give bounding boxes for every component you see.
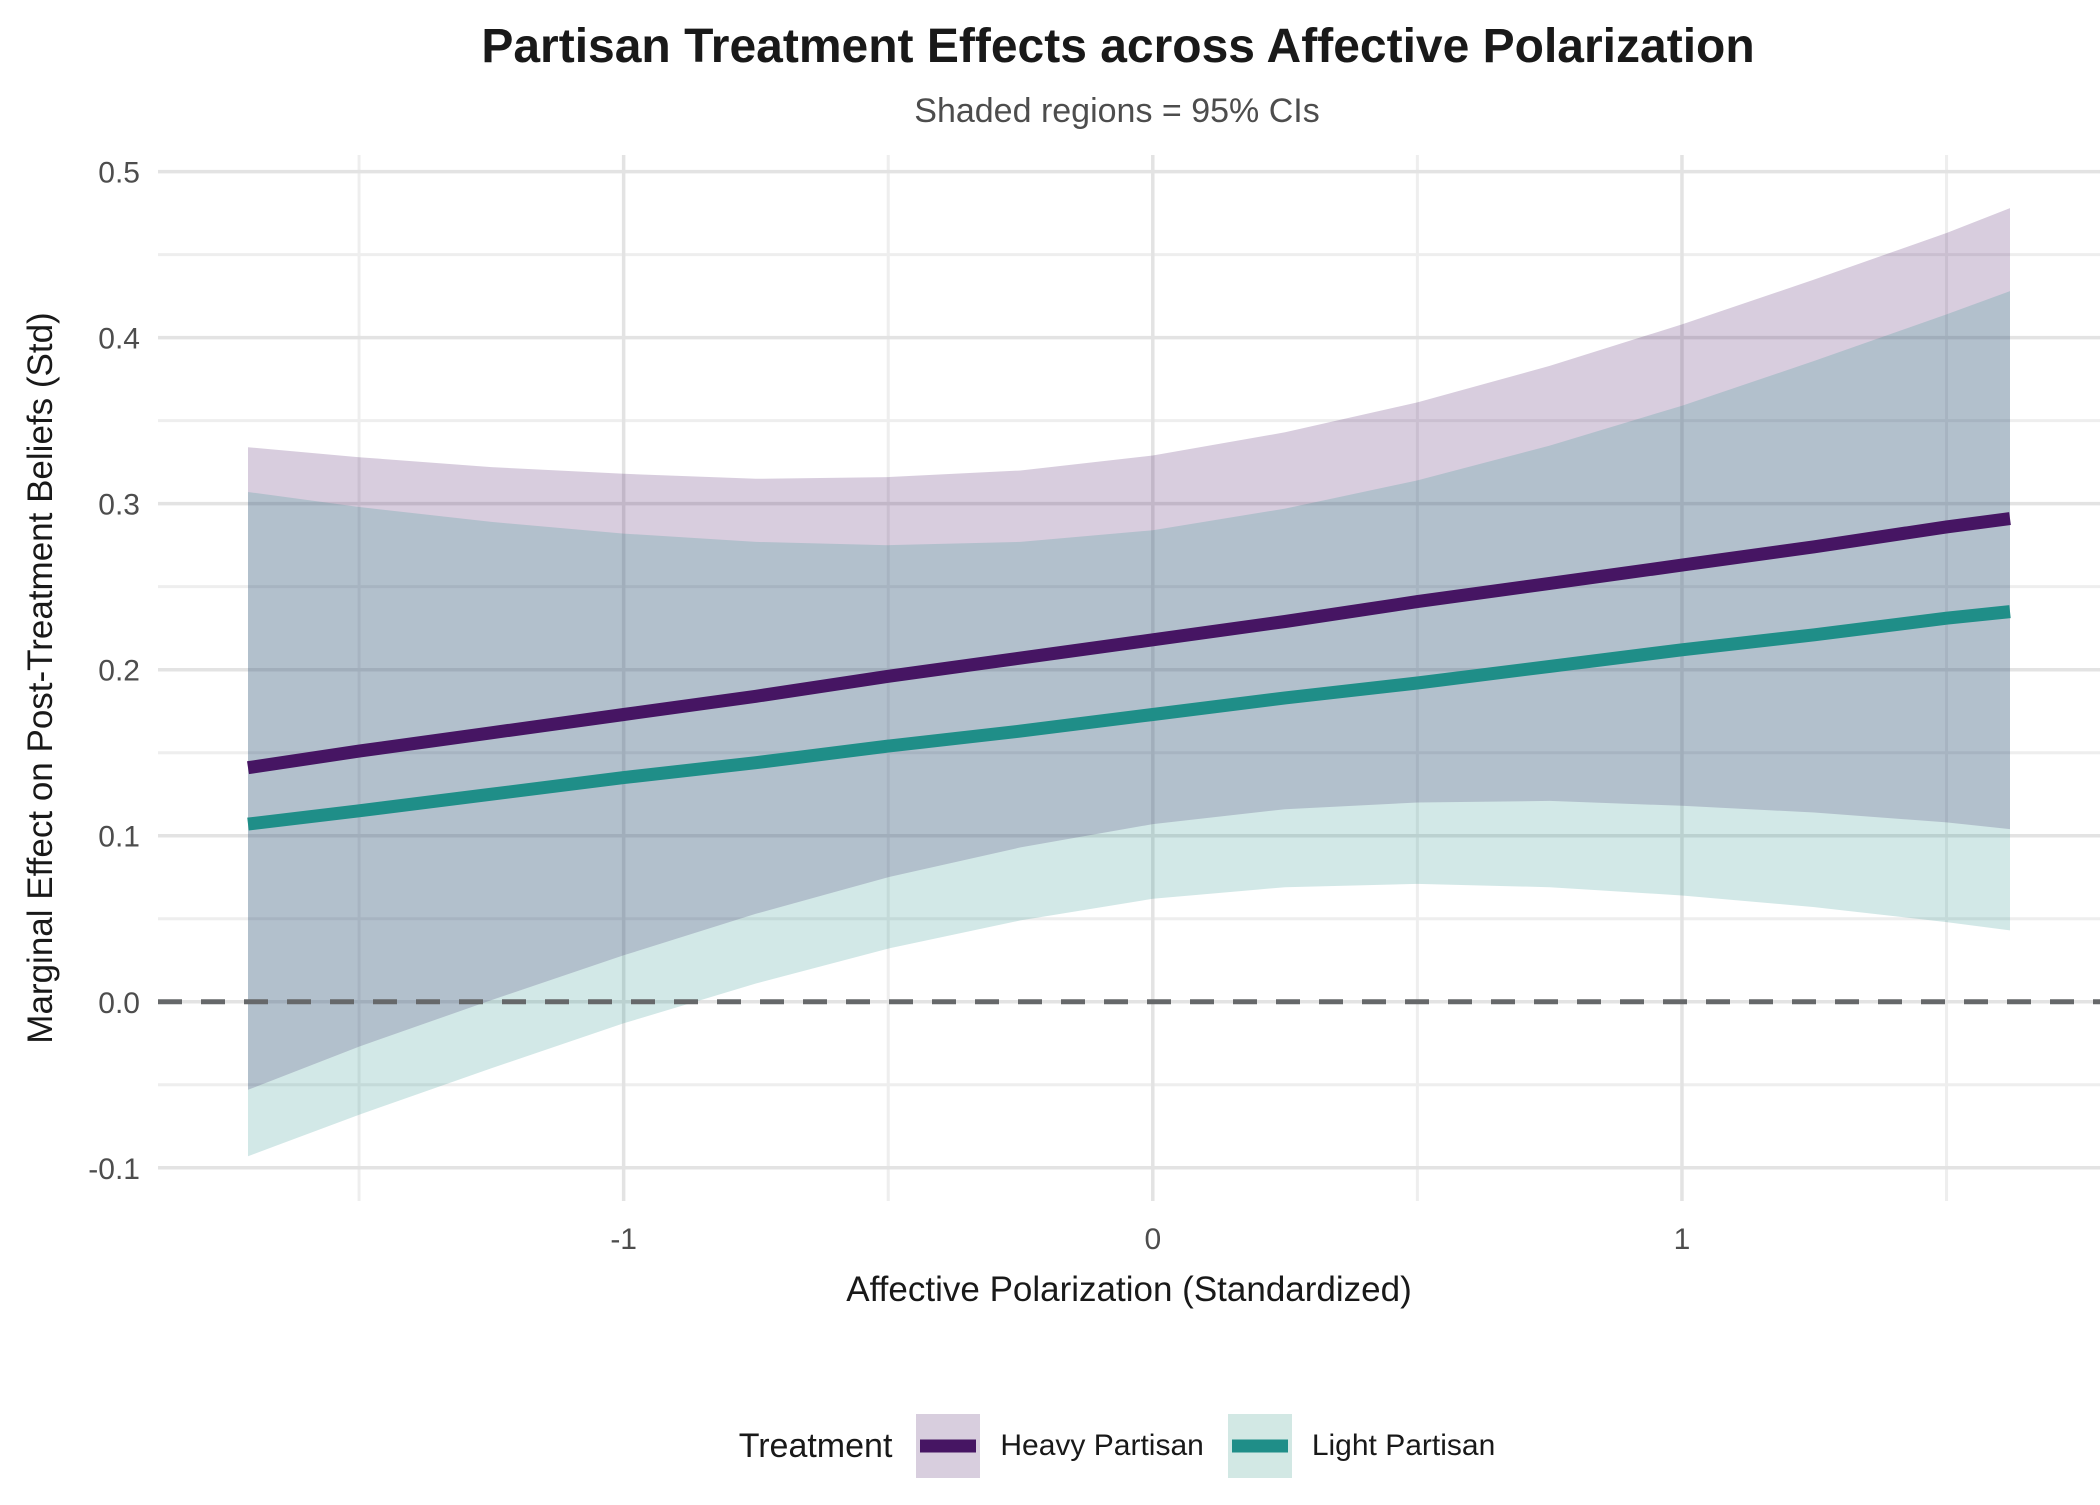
x-tick-label: 0 <box>1144 1223 1161 1256</box>
plot-title: Partisan Treatment Effects across Affect… <box>481 20 1754 73</box>
y-tick-label: 0.3 <box>98 489 140 522</box>
legend-key-heavy-partisan-swatch <box>916 1414 981 1478</box>
y-tick-label: 0.5 <box>98 157 140 190</box>
y-tick-label: 0.1 <box>98 821 140 854</box>
y-tick-label: 0.4 <box>98 323 140 356</box>
legend: Treatment Heavy Partisan Light Partisan <box>67 1406 2100 1486</box>
minor-gridlines <box>158 155 2100 1201</box>
legend-label-heavy-partisan: Heavy Partisan <box>1000 1429 1204 1462</box>
x-tick-label: 1 <box>1674 1223 1691 1256</box>
y-tick-label: -0.1 <box>88 1153 140 1186</box>
legend-entry-light-partisan: Light Partisan <box>1227 1414 1496 1478</box>
confidence-ribbons <box>248 208 2010 1157</box>
fit-line-light-partisan <box>247 605 2011 831</box>
legend-title: Treatment <box>738 1426 893 1465</box>
legend-key-light-partisan-swatch <box>1227 1414 1292 1478</box>
legend-entry-heavy-partisan: Heavy Partisan <box>916 1414 1204 1478</box>
y-axis-tick-labels: 0.5 0.4 0.3 0.2 0.1 0.0 -0.1 <box>88 157 140 1186</box>
x-axis-title: Affective Polarization (Standardized) <box>846 1270 1412 1309</box>
y-tick-label: 0.2 <box>98 655 140 688</box>
fit-line-heavy-partisan <box>247 512 2011 775</box>
x-tick-label: -1 <box>610 1223 637 1256</box>
plot-subtitle: Shaded regions = 95% CIs <box>914 92 1319 130</box>
legend-label-light-partisan: Light Partisan <box>1311 1429 1496 1462</box>
fit-lines <box>247 512 2011 831</box>
y-axis-title: Marginal Effect on Post-Treatment Belief… <box>21 312 60 1043</box>
x-axis-tick-labels: -1 0 1 <box>610 1223 1690 1256</box>
y-tick-label: 0.0 <box>98 987 140 1020</box>
